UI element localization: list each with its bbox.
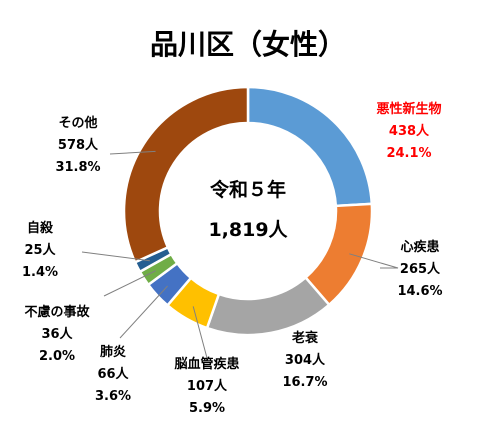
percent-label-4: 3.6% [95, 389, 131, 404]
percent-label-2: 16.7% [282, 375, 327, 390]
leader-line-7 [109, 150, 156, 155]
category-label-5: 不慮の事故 [24, 304, 90, 320]
leader-lines-group [81, 150, 399, 359]
leader-line-1 [349, 253, 399, 269]
percent-label-5: 2.0% [39, 349, 75, 364]
count-label-0: 438人 [389, 123, 430, 139]
chart-title: 品川区（女性） [150, 28, 346, 61]
percent-label-3: 5.9% [189, 401, 225, 416]
slice-7 [122, 85, 250, 264]
category-label-3: 脳血管疾患 [174, 356, 239, 372]
percent-label-6: 1.4% [22, 265, 58, 280]
category-label-7: その他 [58, 115, 97, 131]
percent-label-0: 24.1% [386, 146, 431, 161]
slice-2 [205, 275, 331, 337]
data-labels-group: 悪性新生物 438人 24.1% 心疾患 265人 14.6% 老衰 304人 16.7% 脳血管… [22, 101, 443, 416]
category-label-1: 心疾患 [400, 239, 439, 255]
percent-label-7: 31.8% [55, 160, 100, 175]
slices-group [122, 85, 374, 337]
center-year-label: 令和５年 [210, 178, 286, 201]
count-label-2: 304人 [285, 352, 326, 368]
count-label-1: 265人 [400, 261, 441, 277]
count-label-3: 107人 [187, 378, 228, 394]
leader-line-4 [119, 285, 168, 339]
category-label-6: 自殺 [27, 220, 54, 236]
count-label-6: 25人 [24, 242, 56, 258]
leader-line-3 [192, 306, 208, 359]
category-label-4: 肺炎 [100, 344, 126, 360]
percent-label-1: 14.6% [397, 284, 442, 299]
leader-line-6 [81, 251, 150, 262]
count-label-7: 578人 [58, 137, 99, 153]
leader-line-5 [103, 270, 156, 297]
count-label-4: 66人 [97, 366, 129, 382]
count-label-5: 36人 [41, 326, 73, 342]
category-label-2: 老衰 [291, 330, 319, 346]
center-total-label: 1,819人 [208, 219, 288, 241]
category-label-0: 悪性新生物 [376, 101, 441, 117]
